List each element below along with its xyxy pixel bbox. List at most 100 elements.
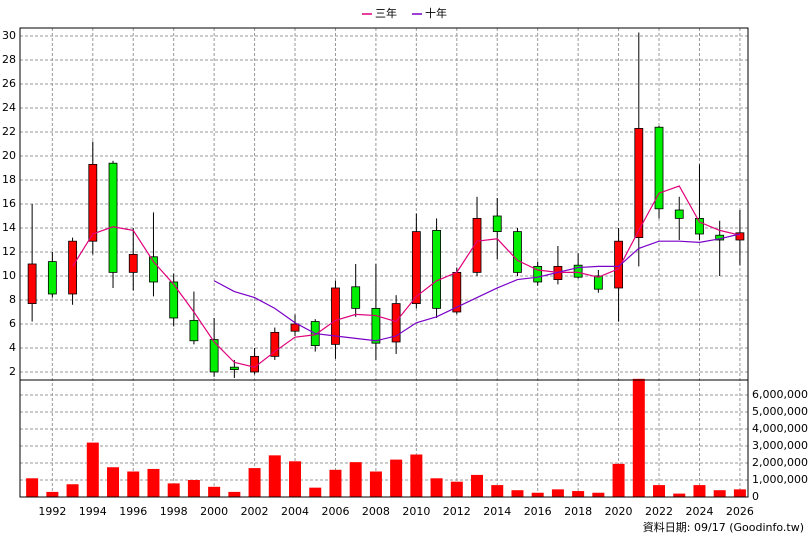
- footnote: 資料日期: 09/17 (Goodinfo.tw): [643, 520, 804, 534]
- candle-body: [169, 281, 179, 319]
- y-tick-label: 28: [2, 53, 16, 66]
- x-tick-label: 2002: [241, 505, 269, 518]
- bar: [289, 461, 302, 497]
- x-tick-label: 2022: [645, 505, 673, 518]
- ma-line: [213, 233, 741, 342]
- bar: [349, 462, 362, 497]
- bar: [450, 481, 463, 497]
- candle-body: [209, 339, 219, 373]
- bar: [430, 478, 443, 497]
- candle-body: [432, 229, 441, 309]
- candle-body: [250, 355, 259, 373]
- y-tick-label: 6: [9, 317, 16, 330]
- x-tick-label: 1994: [79, 505, 107, 518]
- candle-body: [149, 256, 158, 283]
- y-tick-label: 5,000,000: [752, 405, 808, 418]
- bar: [208, 486, 221, 497]
- plot-frame: [19, 27, 749, 498]
- y-tick-label: 1,000,000: [752, 473, 808, 486]
- bar: [673, 493, 686, 497]
- candle-body: [593, 275, 603, 290]
- x-tick-label: 1998: [160, 505, 188, 518]
- y-tick-label: 16: [2, 197, 16, 210]
- x-tick-label: 2010: [402, 505, 430, 518]
- candle-body: [654, 126, 664, 210]
- y-tick-label: 30: [2, 29, 16, 42]
- x-tick-label: 1996: [119, 505, 147, 518]
- candle-body: [331, 287, 340, 345]
- bar: [147, 468, 160, 497]
- candle-body: [695, 217, 704, 235]
- bar: [491, 485, 504, 497]
- bar: [531, 492, 544, 497]
- candle-body: [270, 331, 280, 357]
- bar: [309, 487, 322, 497]
- x-tick-label: 2020: [605, 505, 633, 518]
- x-tick-label: 1992: [38, 505, 66, 518]
- x-tick-label: 2012: [443, 505, 471, 518]
- bar: [248, 468, 261, 497]
- bar: [632, 378, 645, 497]
- candle-body: [634, 128, 644, 238]
- bar: [86, 442, 99, 497]
- x-tick-label: 2026: [726, 505, 754, 518]
- candle-body: [351, 286, 361, 309]
- x-tick-label: 2006: [321, 505, 349, 518]
- candle-body: [674, 209, 684, 219]
- candle-body: [573, 264, 583, 278]
- bar: [390, 459, 403, 497]
- x-tick-label: 2000: [200, 505, 228, 518]
- bar: [572, 491, 585, 497]
- y-tick-label: 18: [2, 173, 16, 186]
- bar: [187, 480, 200, 497]
- ma-line: [72, 185, 741, 368]
- candle-body: [411, 231, 421, 304]
- y-tick-label: 4: [9, 341, 16, 354]
- bar: [369, 471, 382, 497]
- candle-body: [735, 232, 745, 241]
- candle-body: [472, 217, 482, 273]
- x-tick-label: 2004: [281, 505, 309, 518]
- bar: [329, 469, 342, 497]
- y-tick-label: 14: [2, 221, 16, 234]
- bar: [127, 471, 140, 497]
- bar: [551, 489, 564, 497]
- bar: [107, 467, 120, 497]
- candle-body: [88, 164, 98, 242]
- candle-body: [513, 231, 522, 273]
- candle-body: [47, 261, 57, 295]
- bar: [511, 490, 524, 497]
- candle-body: [27, 263, 37, 304]
- y-tick-label: 4,000,000: [752, 422, 808, 435]
- y-tick-label: 0: [752, 490, 759, 503]
- bar: [46, 491, 59, 497]
- y-tick-label: 20: [2, 149, 16, 162]
- x-tick-label: 2024: [685, 505, 713, 518]
- x-tick-label: 2008: [362, 505, 390, 518]
- bar: [653, 485, 666, 497]
- y-tick-label: 3,000,000: [752, 439, 808, 452]
- candle-body: [229, 366, 239, 370]
- bar: [26, 478, 39, 497]
- candle-body: [533, 265, 543, 283]
- x-tick-label: 2016: [524, 505, 552, 518]
- y-tick-label: 2,000,000: [752, 456, 808, 469]
- x-tick-label: 2014: [483, 505, 511, 518]
- candle-body: [68, 240, 77, 295]
- bar: [66, 484, 79, 497]
- y-tick-label: 22: [2, 125, 16, 138]
- candle-body: [290, 323, 300, 332]
- bar: [268, 455, 281, 497]
- bar: [733, 489, 746, 497]
- legend-label: 十年: [425, 6, 447, 20]
- candle-body: [189, 319, 199, 342]
- candle-body: [391, 303, 401, 343]
- candle-body: [128, 253, 138, 273]
- y-tick-label: 6,000,000: [752, 388, 808, 401]
- bar: [471, 474, 484, 497]
- bar: [167, 483, 180, 497]
- y-tick-label: 12: [2, 245, 16, 258]
- candle-body: [492, 215, 502, 232]
- legend-label: 三年: [375, 6, 397, 20]
